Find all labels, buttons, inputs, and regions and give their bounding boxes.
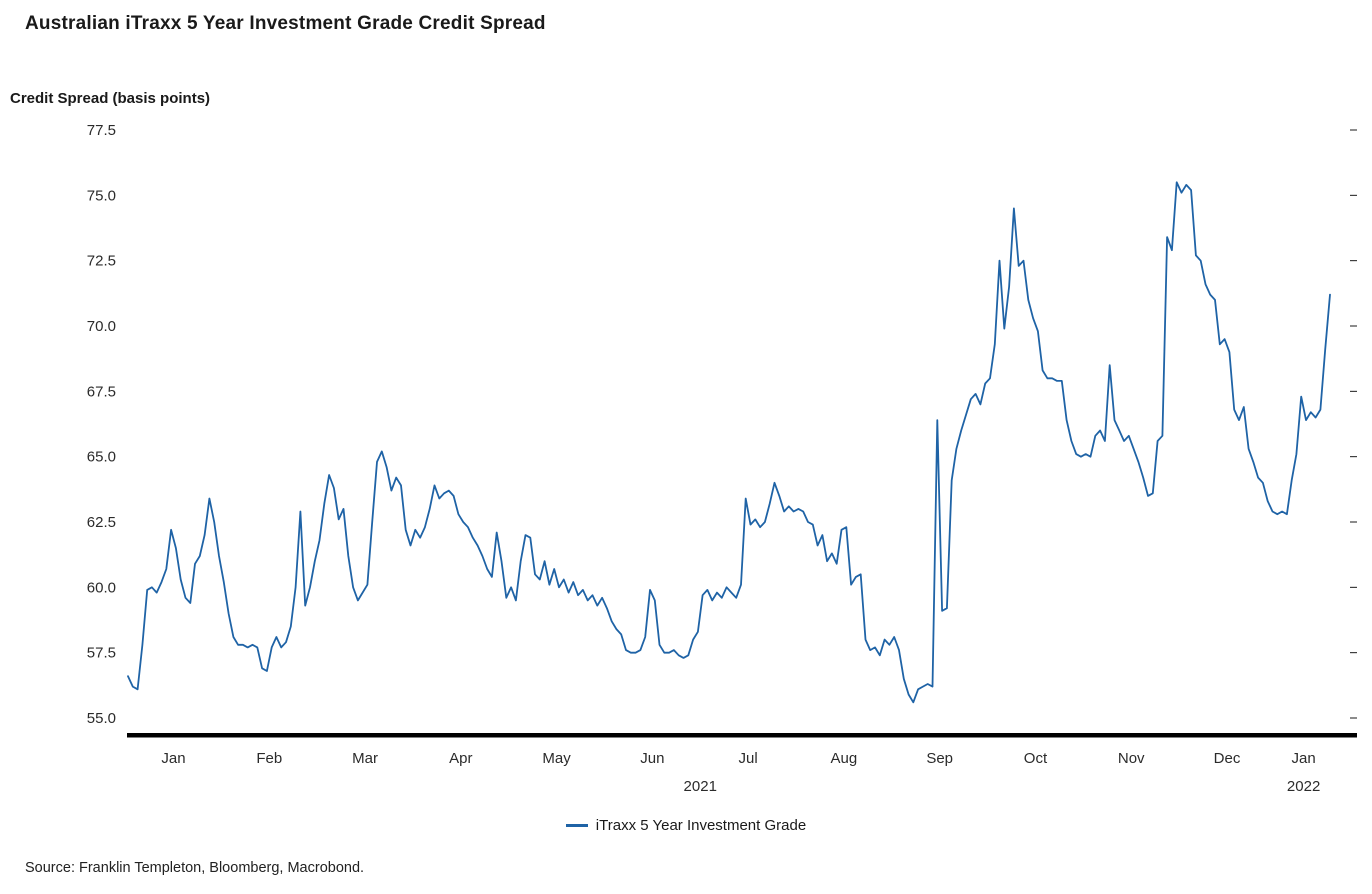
svg-text:Jan: Jan bbox=[1292, 750, 1316, 767]
legend-label: iTraxx 5 Year Investment Grade bbox=[595, 817, 807, 834]
svg-text:Sep: Sep bbox=[926, 750, 953, 767]
svg-text:77.5: 77.5 bbox=[87, 122, 116, 139]
svg-text:Apr: Apr bbox=[449, 750, 472, 767]
source-note: Source: Franklin Templeton, Bloomberg, M… bbox=[25, 860, 365, 876]
legend: iTraxx 5 Year Investment Grade bbox=[0, 817, 1372, 834]
svg-text:62.5: 62.5 bbox=[87, 514, 116, 531]
svg-text:72.5: 72.5 bbox=[87, 253, 116, 270]
svg-text:Nov: Nov bbox=[1118, 750, 1145, 767]
svg-text:60.0: 60.0 bbox=[87, 579, 116, 596]
svg-text:70.0: 70.0 bbox=[87, 318, 116, 335]
svg-text:Dec: Dec bbox=[1214, 750, 1241, 767]
y-axis-label: Credit Spread (basis points) bbox=[10, 90, 211, 107]
svg-text:May: May bbox=[542, 750, 571, 767]
svg-text:65.0: 65.0 bbox=[87, 449, 116, 466]
chart-title: Australian iTraxx 5 Year Investment Grad… bbox=[25, 13, 546, 34]
svg-text:57.5: 57.5 bbox=[87, 645, 116, 662]
legend-line-swatch bbox=[565, 824, 588, 827]
svg-text:2022: 2022 bbox=[1287, 778, 1320, 795]
svg-text:Oct: Oct bbox=[1024, 750, 1048, 767]
svg-text:55.0: 55.0 bbox=[87, 710, 116, 727]
svg-text:Aug: Aug bbox=[831, 750, 858, 767]
svg-text:Jun: Jun bbox=[640, 750, 664, 767]
svg-text:Feb: Feb bbox=[256, 750, 282, 767]
line-chart: 55.0 57.5 60.0 62.5 65.0 67.5 70.0 72.5 75.0 77.5… bbox=[87, 122, 1357, 795]
svg-text:Jan: Jan bbox=[161, 750, 185, 767]
svg-text:67.5: 67.5 bbox=[87, 383, 116, 400]
svg-text:Jul: Jul bbox=[739, 750, 758, 767]
svg-text:75.0: 75.0 bbox=[87, 187, 116, 204]
svg-text:Mar: Mar bbox=[352, 750, 378, 767]
svg-text:2021: 2021 bbox=[684, 778, 717, 795]
